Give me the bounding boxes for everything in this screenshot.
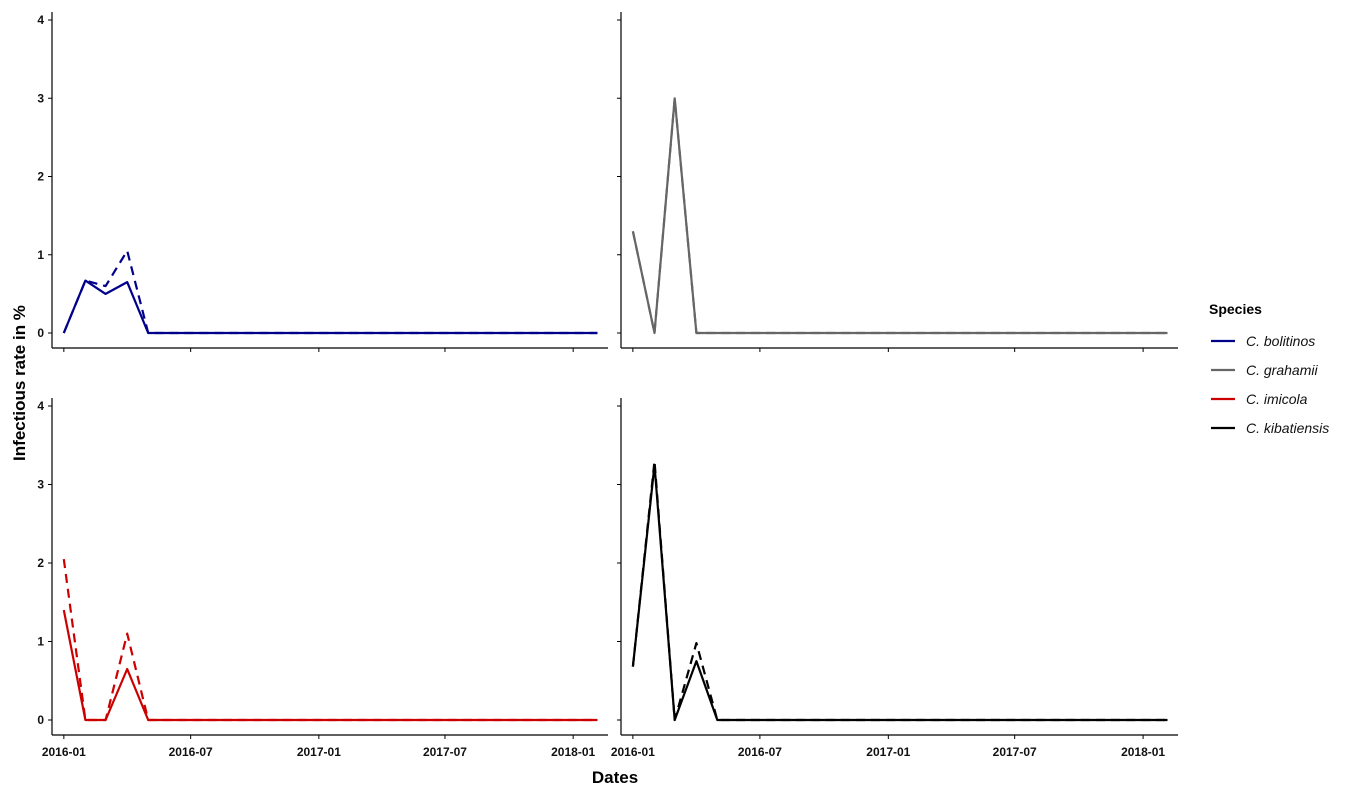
x-tick-label: 2017-01 [866,745,910,759]
y-tick-label: 2 [37,556,44,570]
panel-3: 0 1 2 3 4 2016-01 2016-07 2017-01 2017-07 2018-01 [37,398,608,759]
x-tick-label: 2018-01 [1121,745,1165,759]
series-line-dashed [631,97,1168,335]
legend-label: C. bolitinos [1246,333,1315,349]
panel-2 [617,12,1178,352]
x-axis-title: Dates [592,768,638,787]
legend-label: C. kibatiensis [1246,420,1329,436]
legend-label: C. imicola [1246,391,1308,407]
x-tick-label: 2016-01 [42,745,86,759]
x-tick-label: 2016-07 [738,745,782,759]
x-tick-label: 2016-01 [611,745,655,759]
y-tick-label: 4 [37,13,44,27]
y-tick-label: 1 [37,248,44,262]
series-line-dashed [631,459,1168,722]
y-tick-label: 0 [37,713,44,727]
x-tick-label: 2018-01 [551,745,595,759]
x-tick-label: 2016-07 [169,745,213,759]
panel-4: 2016-01 2016-07 2017-01 2017-07 2018-01 [611,398,1178,759]
y-tick-label: 3 [37,478,44,492]
legend-label: C. grahamii [1246,362,1318,378]
legend-title: Species [1209,301,1262,317]
x-tick-label: 2017-07 [993,745,1037,759]
y-tick-label: 1 [37,635,44,649]
series-line-dashed [62,558,598,722]
x-tick-label: 2017-07 [423,745,467,759]
y-tick-label: 4 [37,399,44,413]
series-line-solid [62,279,598,335]
x-tick-label: 2017-01 [297,745,341,759]
series-line-solid [631,463,1168,722]
y-tick-label: 3 [37,91,44,105]
y-axis-title: Infectious rate in % [10,305,29,461]
y-tick-label: 0 [37,326,44,340]
panel-1: 0 1 2 3 4 [37,12,608,352]
series-line-solid [62,609,598,722]
series-line-dashed [62,249,598,335]
legend-items: C. bolitinos C. grahamii C. imicola C. kiba… [1211,333,1329,436]
y-tick-label: 2 [37,170,44,184]
series-line-solid [631,97,1168,335]
